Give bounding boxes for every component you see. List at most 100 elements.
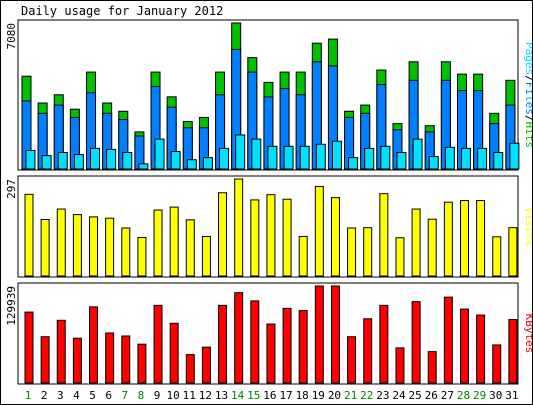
ymax-label-visits: 297	[5, 179, 18, 199]
right-label-kbytes: KBytes	[523, 314, 532, 354]
x-tick-label-day-12: 12	[199, 389, 212, 402]
bar-visits-visits-day-24	[395, 237, 405, 277]
bar-hits-pages-day-24	[396, 152, 407, 170]
bar-kbytes-kbytes-day-25	[411, 301, 421, 384]
chart-title: Daily usage for January 2012	[21, 4, 223, 18]
bar-hits-pages-day-6	[106, 148, 117, 170]
bar-kbytes-kbytes-day-14	[234, 292, 244, 384]
bar-kbytes-kbytes-day-29	[476, 314, 486, 384]
bar-visits-visits-day-18	[298, 235, 308, 277]
bar-hits-pages-day-10	[170, 150, 181, 170]
bar-visits-visits-day-2	[40, 218, 50, 277]
bar-hits-pages-day-15	[251, 138, 262, 170]
bar-hits-pages-day-19	[315, 143, 326, 170]
bar-visits-visits-day-21	[347, 227, 357, 277]
bar-kbytes-kbytes-day-19	[314, 285, 324, 384]
x-tick-label-day-2: 2	[41, 389, 48, 402]
bar-hits-pages-day-2	[41, 155, 52, 170]
bar-hits-pages-day-4	[73, 154, 84, 170]
x-tick-label-day-29: 29	[473, 389, 486, 402]
bar-kbytes-kbytes-day-12	[201, 346, 211, 384]
bar-visits-visits-day-12	[201, 235, 211, 277]
bar-visits-visits-day-30	[492, 236, 502, 277]
bar-kbytes-kbytes-day-21	[347, 336, 357, 384]
bar-hits-pages-day-3	[57, 152, 68, 170]
bar-visits-visits-day-22	[363, 227, 373, 277]
bar-hits-pages-day-27	[444, 146, 455, 170]
x-tick-label-day-26: 26	[425, 389, 438, 402]
bar-kbytes-kbytes-day-23	[379, 304, 389, 384]
bar-kbytes-kbytes-day-22	[363, 318, 373, 384]
x-tick-label-day-31: 31	[505, 389, 518, 402]
bar-visits-visits-day-5	[89, 216, 99, 277]
bar-visits-visits-day-17	[282, 198, 292, 277]
x-tick-label-day-15: 15	[247, 389, 260, 402]
bar-hits-pages-day-9	[154, 138, 165, 170]
bar-kbytes-kbytes-day-10	[169, 322, 179, 384]
ymax-label-kbytes: 129939	[5, 286, 18, 326]
right-label-part: KBytes	[523, 314, 532, 354]
bar-kbytes-kbytes-day-5	[89, 306, 99, 384]
bar-visits-visits-day-1	[24, 193, 34, 277]
right-label-part: /	[523, 115, 532, 122]
bar-visits-visits-day-8	[137, 236, 147, 277]
bar-visits-visits-day-13	[218, 192, 228, 277]
x-tick-label-day-6: 6	[105, 389, 112, 402]
x-tick-label-day-24: 24	[392, 389, 406, 402]
bar-hits-pages-day-23	[380, 145, 391, 170]
x-tick-label-day-5: 5	[89, 389, 96, 402]
bar-kbytes-kbytes-day-26	[427, 351, 437, 384]
bar-hits-pages-day-1	[25, 149, 36, 170]
bar-visits-visits-day-29	[476, 200, 486, 277]
ymax-label-hits: 7080	[5, 23, 18, 50]
right-label-part: Pages	[523, 42, 532, 75]
bar-hits-pages-day-12	[202, 157, 213, 170]
bar-visits-visits-day-6	[105, 217, 115, 277]
bar-visits-visits-day-31	[508, 227, 518, 277]
bar-visits-visits-day-10	[169, 206, 179, 277]
bar-hits-pages-day-20	[331, 140, 342, 170]
bar-hits-pages-day-21	[348, 157, 359, 170]
bar-hits-pages-day-16	[267, 145, 278, 170]
bar-kbytes-kbytes-day-3	[56, 319, 66, 384]
bar-kbytes-kbytes-day-4	[72, 337, 82, 384]
bar-visits-visits-day-26	[427, 218, 437, 277]
bar-hits-pages-day-14	[235, 134, 246, 170]
x-tick-label-day-14: 14	[231, 389, 245, 402]
bar-hits-pages-day-25	[412, 138, 423, 170]
bar-kbytes-kbytes-day-7	[121, 335, 131, 384]
bar-hits-pages-day-28	[460, 147, 471, 170]
bar-hits-pages-day-26	[428, 156, 439, 170]
right-label-part: Files	[523, 82, 532, 115]
x-tick-label-day-4: 4	[73, 389, 80, 402]
x-tick-label-day-25: 25	[408, 389, 421, 402]
bar-visits-visits-day-27	[443, 201, 453, 277]
x-tick-label-day-1: 1	[25, 389, 32, 402]
bar-visits-visits-day-11	[185, 219, 195, 277]
x-tick-label-day-3: 3	[57, 389, 64, 402]
x-tick-label-day-21: 21	[344, 389, 357, 402]
x-tick-label-day-30: 30	[489, 389, 502, 402]
bar-kbytes-kbytes-day-8	[137, 343, 147, 384]
bar-visits-visits-day-23	[379, 193, 389, 277]
right-label-hits: Pages/Files/Hits	[523, 42, 532, 148]
bar-kbytes-kbytes-day-28	[459, 308, 469, 384]
bar-kbytes-kbytes-day-13	[218, 304, 228, 384]
bar-kbytes-kbytes-day-18	[298, 310, 308, 384]
bar-hits-pages-day-7	[122, 152, 133, 170]
bar-visits-visits-day-4	[72, 214, 82, 277]
bar-kbytes-kbytes-day-31	[508, 319, 518, 384]
x-tick-label-day-8: 8	[138, 389, 145, 402]
bar-hits-pages-day-13	[219, 147, 230, 170]
bar-visits-visits-day-14	[234, 178, 244, 277]
bar-visits-visits-day-15	[250, 199, 260, 277]
bar-hits-pages-day-18	[299, 145, 310, 170]
bar-kbytes-kbytes-day-16	[266, 323, 276, 384]
x-tick-label-day-10: 10	[167, 389, 180, 402]
x-tick-label-day-19: 19	[312, 389, 325, 402]
bar-hits-pages-day-8	[138, 163, 149, 170]
bar-kbytes-kbytes-day-15	[250, 300, 260, 384]
x-tick-label-day-23: 23	[376, 389, 389, 402]
x-tick-label-day-13: 13	[215, 389, 228, 402]
